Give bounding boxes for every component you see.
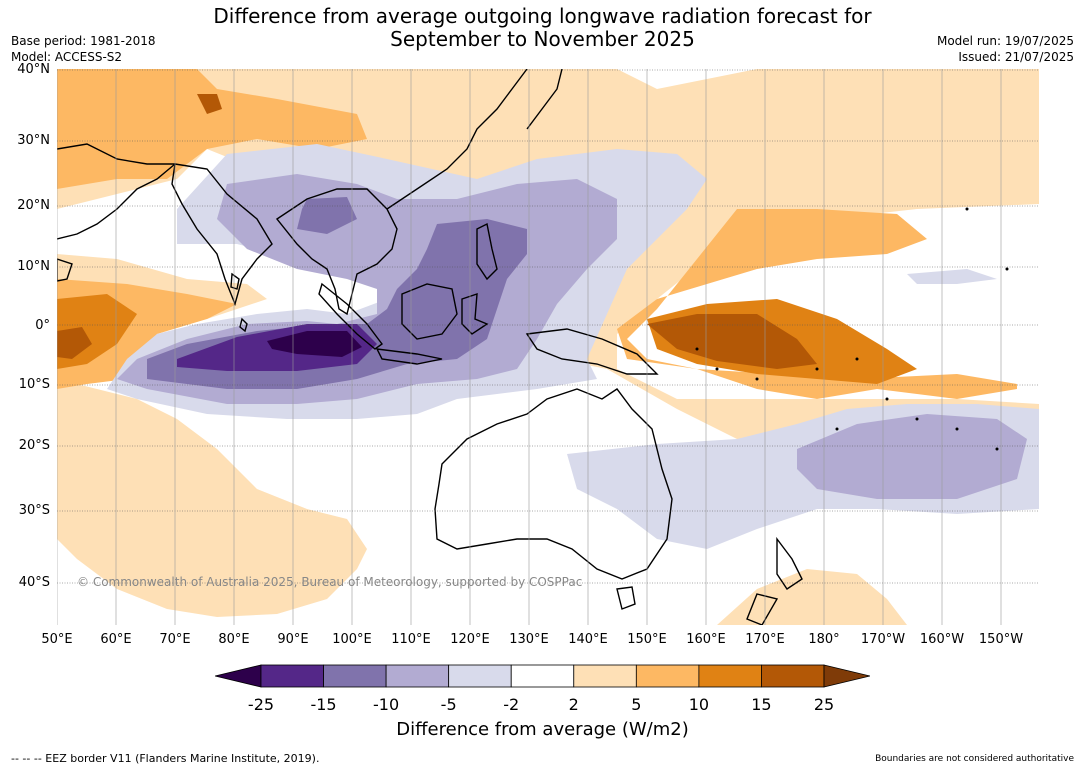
colorbar-tick-label: -10 [373,695,400,714]
colorbar-tick-label: 25 [813,695,835,714]
lon-label: 170°W [860,632,906,647]
lon-label: 100°E [332,632,372,647]
lon-label: 180° [808,632,840,647]
meridians [57,69,1002,625]
colorbar-segment [448,664,512,688]
lat-label: 10°S [18,377,50,392]
lon-label: 70°E [159,632,191,647]
colorbar-arrow-high [823,664,870,688]
lon-label: 160°W [919,632,965,647]
colorbar-tick-label: 10 [688,695,710,714]
colorbar-tick-label: -2 [503,695,520,714]
lon-label: 160°E [686,632,726,647]
lon-label: 50°E [41,632,73,647]
pacific-islands [695,207,1009,451]
lon-label: 150°E [627,632,667,647]
lat-label: 30°N [17,133,50,148]
lon-label: 130°E [509,632,549,647]
anomaly-map [57,69,1039,625]
colorbar [215,664,870,688]
negative-anomaly-extreme [267,331,362,357]
colorbar-title: Difference from average (W/m2) [396,719,689,740]
eez-note: -- -- -- EEZ border V11 (Flanders Marine… [11,752,320,765]
lat-label: 40°N [17,62,50,77]
lon-label: 150°W [978,632,1024,647]
lon-label: 140°E [568,632,608,647]
model-run: Model run: 19/07/2025 [936,34,1074,48]
map-title: Difference from average outgoing longwav… [0,5,1085,51]
graticule [57,69,1039,584]
coastlines [57,69,803,625]
lat-label: 20°N [17,198,50,213]
lat-label: 40°S [18,575,50,590]
lon-label: 120°E [450,632,490,647]
colorbar-segment [635,664,700,688]
colorbar-segment [698,664,762,688]
base-info: Base period: 1981-2018 Model: ACCESS-S2 [11,33,156,65]
lon-label: 110°E [391,632,431,647]
base-period: Base period: 1981-2018 [11,34,156,48]
colorbar-segment [385,664,450,688]
title-line-2: September to November 2025 [390,27,695,51]
positive-anomaly-very-strong [57,94,817,369]
colorbar-tick-label: -5 [440,695,457,714]
lat-label: 20°S [18,438,50,453]
lon-label: 60°E [100,632,132,647]
colorbar-tick-label: 5 [631,695,642,714]
lon-label: 80°E [218,632,250,647]
title-line-1: Difference from average outgoing longwav… [213,4,872,28]
colorbar-segment [323,664,387,688]
copyright-text: © Commonwealth of Australia 2025, Bureau… [77,575,583,589]
issued-date: Issued: 21/07/2025 [958,50,1074,64]
model-name: Model: ACCESS-S2 [11,50,123,64]
boundaries-note: Boundaries are not considered authoritat… [875,754,1074,764]
colorbar-arrow-low [215,664,262,688]
lon-label: 90°E [277,632,309,647]
colorbar-tick-label: 15 [751,695,772,714]
lat-label: 10°N [17,259,50,274]
run-info: Model run: 19/07/2025 Issued: 21/07/2025 [937,33,1074,65]
lat-label: 0° [35,318,50,333]
colorbar-segment [260,664,324,688]
colorbar-tick-label: 2 [568,695,579,714]
colorbar-segment [573,664,637,688]
lat-label: 30°S [18,503,50,518]
colorbar-segment [510,664,575,688]
colorbar-tick-label: -25 [247,695,275,714]
colorbar-tick-label: -15 [310,695,337,714]
colorbar-segment [761,664,825,688]
lon-label: 170°E [745,632,785,647]
